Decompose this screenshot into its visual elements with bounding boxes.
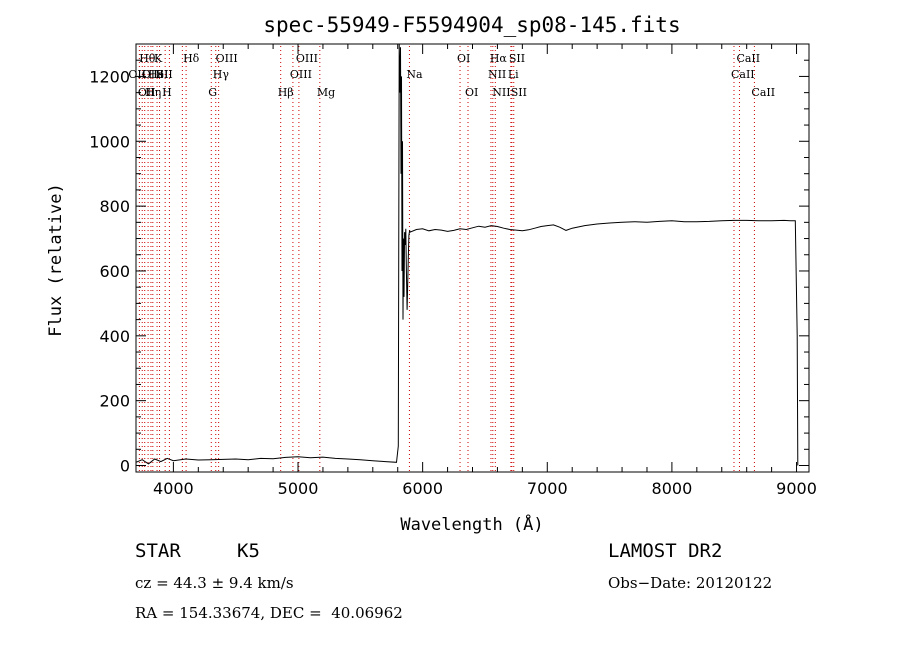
observation-date: Obs−Date: 20120122 — [608, 574, 773, 592]
emission-line-label: Mg — [317, 86, 335, 99]
object-class: STAR — [135, 540, 181, 562]
object-subclass: K5 — [237, 540, 260, 562]
y-tick-label: 1000 — [89, 132, 130, 151]
emission-line-label: OIII — [142, 68, 164, 81]
emission-line-label: SII — [157, 68, 173, 81]
spectrum-chart: OIIHθOIIIHηHeIOIIKSIIHHδGHγOIIIHβOIIIOII… — [46, 13, 817, 535]
emission-line-label: Hη — [145, 86, 161, 99]
emission-line-label: OII — [128, 68, 146, 81]
emission-line-label: OI — [457, 52, 470, 65]
emission-line-markers — [138, 46, 755, 472]
emission-line-label: SII — [511, 86, 527, 99]
emission-line-labels: OIIHθOIIIHηHeIOIIKSIIHHδGHγOIIIHβOIIIOII… — [128, 52, 775, 99]
emission-line-label: NII — [488, 68, 506, 81]
emission-line-label: G — [208, 86, 217, 99]
x-axis: 4000 5000 6000 7000 8000 9000 — [153, 44, 817, 498]
emission-line-label: Hα — [490, 52, 508, 65]
y-tick-label: 600 — [99, 262, 130, 281]
emission-line-label: Hγ — [213, 68, 230, 81]
x-tick-label: 5000 — [278, 479, 319, 498]
survey-name: LAMOST DR2 — [608, 540, 723, 562]
emission-line-label: OII — [138, 86, 156, 99]
emission-line-label: OI — [465, 86, 478, 99]
emission-line-label: H — [162, 86, 172, 99]
y-tick-label: 0 — [120, 457, 130, 476]
y-tick-label: 200 — [99, 392, 130, 411]
y-tick-label: 800 — [99, 197, 130, 216]
emission-line-label: SII — [509, 52, 525, 65]
y-axis-label: Flux (relative) — [46, 183, 66, 337]
plot-frame — [135, 43, 810, 473]
redshift-cz: cz = 44.3 ± 9.4 km/s — [135, 574, 294, 592]
emission-line-label: Hθ — [139, 52, 156, 65]
x-tick-label: 6000 — [402, 479, 443, 498]
emission-line-label: Li — [508, 68, 519, 81]
emission-line-label: NII — [492, 86, 510, 99]
spectrum-line — [135, 43, 799, 466]
x-tick-label: 7000 — [527, 479, 568, 498]
emission-line-label: Na — [406, 68, 423, 81]
emission-line-label: HeI — [148, 68, 168, 81]
emission-line-label: CaII — [751, 86, 775, 99]
emission-line-label: Hδ — [183, 52, 200, 65]
x-axis-label: Wavelength (Å) — [400, 513, 543, 535]
y-axis: 0 200 400 600 800 1000 1200 — [89, 43, 809, 476]
x-tick-label: 8000 — [652, 479, 693, 498]
chart-title: spec-55949-F5594904_sp08-145.fits — [263, 13, 680, 37]
emission-line-label: Hβ — [278, 86, 294, 99]
y-tick-label: 400 — [99, 327, 130, 346]
emission-line-label: CaII — [731, 68, 755, 81]
y-tick-label: 1200 — [89, 67, 130, 86]
emission-line-label: K — [154, 52, 163, 65]
x-tick-label: 9000 — [776, 479, 817, 498]
emission-line-label: CaII — [736, 52, 760, 65]
coordinates: RA = 154.33674, DEC = 40.06962 — [135, 604, 403, 622]
emission-line-label: OIII — [290, 68, 312, 81]
emission-line-label: OIII — [296, 52, 318, 65]
x-tick-label: 4000 — [153, 479, 194, 498]
emission-line-label: OIII — [216, 52, 238, 65]
